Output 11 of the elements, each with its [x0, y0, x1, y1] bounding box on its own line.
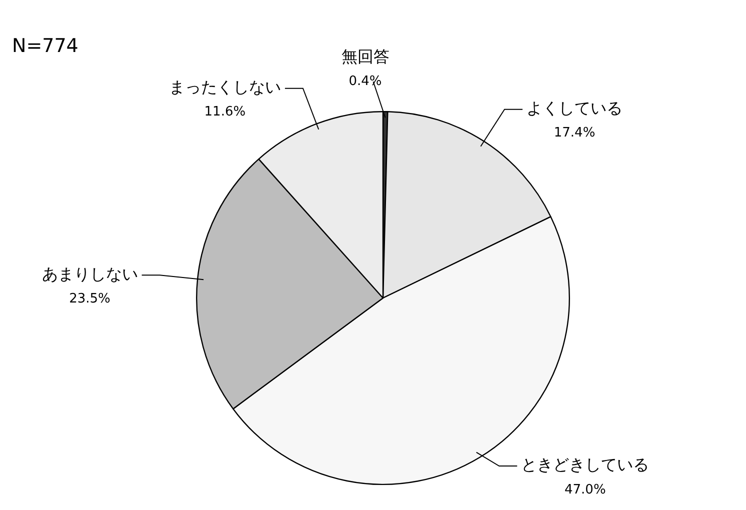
data-label: 47.0% [564, 482, 606, 498]
slice-label: 無回答 [341, 46, 390, 66]
data-label: 11.6% [204, 104, 246, 120]
text: N=774 [12, 34, 78, 57]
slice-label: あまりしない [42, 264, 138, 284]
data-label: 0.4% [348, 74, 382, 89]
data-label: 17.4% [554, 126, 596, 141]
slice-label: まったくしない [168, 78, 281, 97]
data-label: 23.5% [69, 291, 110, 306]
slice-label: ときどきしている [521, 455, 650, 474]
slice-label: よくしている [526, 98, 623, 118]
